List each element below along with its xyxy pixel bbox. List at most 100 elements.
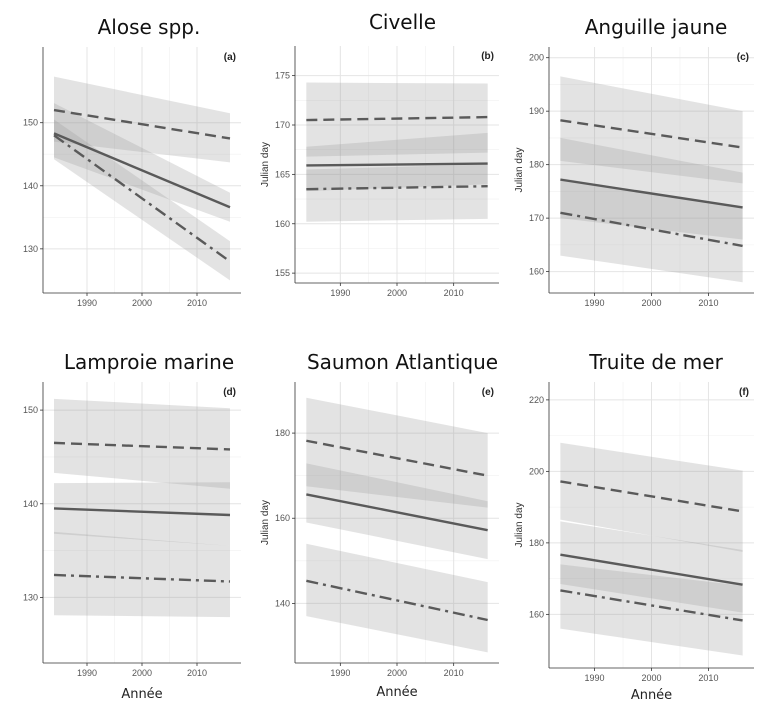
x-tick-label: 2010 [698,298,718,308]
trend-line-solid [53,507,231,517]
y-tick-label: 150 [23,405,38,415]
panel-b: Civelle 1990 2000 2010 155 160 165 170 175 Julia… [255,0,510,345]
trend-line-solid [306,493,488,532]
confidence-band-dashdot [54,531,230,618]
x-tick-label: 1990 [77,668,97,678]
panel-title: Saumon Atlantique [306,350,499,374]
x-tick-label: 2000 [641,673,661,683]
x-tick-label: 2010 [187,668,207,678]
y-tick-label: 140 [23,499,38,509]
trend-line-dashdot [560,211,743,248]
trend-line-dashdot [53,573,231,583]
y-tick-label: 155 [275,268,290,278]
trend-line-dashed [306,115,488,122]
panel-letter: (b) [481,51,494,62]
y-axis-label: Julian day [260,142,271,187]
trend-line-dashed [306,439,488,477]
trend-line-dashed [560,480,743,513]
x-tick-label: 2000 [132,298,152,308]
x-tick-label: 1990 [330,668,350,678]
plot-d: 1990 2000 2010 130 140 150 (d) [23,382,241,678]
confidence-band-dashed [54,76,230,163]
confidence-band-dashed [54,398,230,489]
confidence-band-dashed [306,397,488,508]
panel-title: Civelle [368,10,437,34]
trend-line-dashed [560,119,743,149]
trend-line-dashed [53,108,231,140]
trend-line-solid [306,162,488,167]
confidence-band-solid [54,103,230,222]
y-tick-label: 150 [23,118,38,128]
panel-title: Alose spp. [97,15,201,39]
x-tick-label: 1990 [77,298,97,308]
panel-f: Truite de mer 1990 2000 2010 160 180 200 220 Ju… [509,345,763,719]
panel-d: Lamproie marine 1990 2000 2010 130 140 150 (d)… [0,345,255,719]
trend-line-dashdot [53,134,231,263]
y-tick-label: 140 [275,598,290,608]
y-tick-label: 200 [529,466,544,476]
plot-a: 1990 2000 2010 130 140 150 (a) [23,47,241,308]
panel-title: Truite de mer [589,350,723,374]
trend-line-dashed [53,441,231,451]
panel-title: Lamproie marine [63,350,235,374]
x-tick-label: 2000 [387,288,407,298]
trend-line-solid [560,178,743,209]
y-tick-label: 180 [529,160,544,170]
x-tick-label: 2000 [641,298,661,308]
panel-title: Anguille jaune [584,15,728,39]
y-axis-label: Julian day [260,500,271,545]
y-tick-label: 160 [529,267,544,277]
confidence-band-solid [560,137,743,240]
y-tick-label: 220 [529,395,544,405]
y-tick-label: 180 [529,538,544,548]
y-tick-label: 180 [275,428,290,438]
confidence-band-solid [306,132,488,192]
y-axis-label: Julian day [514,502,525,547]
confidence-band-solid [560,521,743,613]
panel-letter: (a) [224,52,236,63]
y-tick-label: 190 [529,106,544,116]
plot-c: 1990 2000 2010 160 170 180 190 200 Julian day (c) [514,47,754,308]
x-tick-label: 1990 [585,673,605,683]
x-axis-label: Année [630,688,673,703]
plot-e: 1990 2000 2010 140 160 180 Julian day (e) [260,382,499,678]
x-tick-label: 2010 [187,298,207,308]
x-axis-label: Année [121,687,163,702]
panel-c: Anguille jaune 1990 2000 2010 160 170 180 190 2… [509,10,763,345]
panel-e: Saumon Atlantique 1990 2000 2010 140 160 180 J… [255,345,510,719]
panel-a: Alose spp. 1990 2000 2010 130 140 150 (a) [0,10,255,345]
y-tick-label: 130 [23,244,38,254]
confidence-band-dashdot [54,119,230,281]
trend-line-dashdot [560,589,743,622]
panel-letter: (d) [223,387,236,398]
y-tick-label: 130 [23,592,38,602]
panel-letter: (e) [482,387,494,398]
confidence-band-dashdot [306,543,488,653]
trend-line-dashdot [306,579,488,622]
confidence-band-dashed [560,76,743,184]
y-tick-label: 160 [275,513,290,523]
trend-line-solid [560,553,743,586]
y-tick-label: 140 [23,181,38,191]
trend-line-dashdot [306,185,488,191]
panel-letter: (f) [739,387,749,398]
y-tick-label: 175 [275,71,290,81]
confidence-band-dashdot [560,564,743,656]
y-tick-label: 160 [529,609,544,619]
y-axis-label: Julian day [514,147,525,192]
confidence-band-solid [54,482,230,546]
x-tick-label: 2000 [387,668,407,678]
y-tick-label: 170 [529,213,544,223]
x-tick-label: 2010 [444,288,464,298]
x-tick-label: 2010 [444,668,464,678]
y-tick-label: 200 [529,53,544,63]
x-tick-label: 2000 [132,668,152,678]
x-tick-label: 1990 [330,288,350,298]
trend-line-solid [53,132,231,209]
y-tick-label: 170 [275,120,290,130]
panel-letter: (c) [737,52,749,63]
x-tick-label: 1990 [585,298,605,308]
y-tick-label: 165 [275,169,290,179]
y-tick-label: 160 [275,219,290,229]
plot-f: 1990 2000 2010 160 180 200 220 Julian day (f) [514,382,754,683]
